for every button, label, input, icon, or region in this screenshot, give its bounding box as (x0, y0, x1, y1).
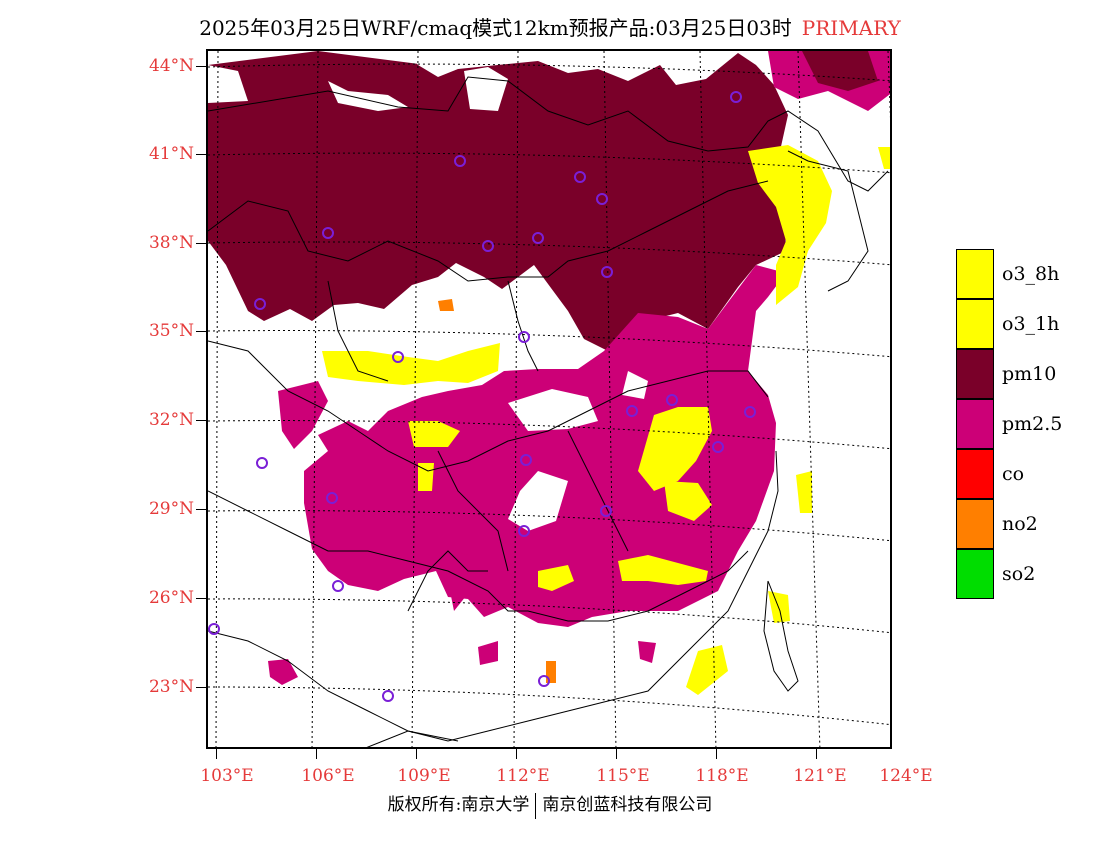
boundaries (208, 76, 889, 747)
lon-label-112: 112°E (496, 766, 550, 786)
lat-tick (196, 243, 206, 244)
lat-tick (196, 420, 206, 421)
legend-label: pm10 (1002, 363, 1057, 385)
legend-swatch (956, 299, 994, 349)
lon-label-115: 115°E (596, 766, 650, 786)
lon-label-106: 106°E (301, 766, 355, 786)
lon-tick (516, 749, 517, 759)
lat-label-38: 38°N (148, 233, 194, 253)
lat-label-26: 26°N (148, 588, 194, 608)
legend-swatch (956, 249, 994, 299)
lat-tick (196, 331, 206, 332)
lon-tick (816, 749, 817, 759)
legend-label: pm2.5 (1002, 413, 1063, 435)
map-title: 2025年03月25日WRF/cmaq模式12km预报产品:03月25日03时 P… (0, 12, 1100, 41)
lon-label-118: 118°E (695, 766, 749, 786)
legend-item-o3-8h: o3_8h (956, 249, 1086, 299)
copyright-footer: 版权所有:南京大学 南京创蓝科技有限公司 (0, 790, 1100, 819)
title-text: 2025年03月25日WRF/cmaq模式12km预报产品:03月25日03时 (199, 16, 792, 40)
legend-item-no2: no2 (956, 499, 1086, 549)
copyright-right: 南京创蓝科技有限公司 (542, 795, 713, 815)
lat-tick (196, 687, 206, 688)
legend-swatch (956, 399, 994, 449)
primary-label: PRIMARY (801, 16, 901, 40)
legend-label: co (1002, 463, 1025, 485)
footer-separator (535, 792, 537, 819)
legend-swatch (956, 349, 994, 399)
graticule (208, 51, 890, 747)
map-area (206, 49, 892, 749)
pollutant-legend: o3_8h o3_1h pm10 pm2.5 co no2 so2 (956, 249, 1086, 599)
o3-region (748, 145, 832, 305)
legend-item-so2: so2 (956, 549, 1086, 599)
legend-item-pm25: pm2.5 (956, 399, 1086, 449)
lat-label-32: 32°N (148, 410, 194, 430)
lat-tick (196, 509, 206, 510)
lon-tick (416, 749, 417, 759)
lat-label-44: 44°N (148, 56, 194, 76)
pm10-region (208, 51, 788, 351)
legend-swatch (956, 549, 994, 599)
station-markers (208, 91, 756, 702)
legend-label: o3_1h (1002, 313, 1060, 335)
legend-label: o3_8h (1002, 263, 1060, 285)
lon-label-124: 124°E (879, 766, 933, 786)
lat-tick (196, 598, 206, 599)
lon-tick (716, 749, 717, 759)
pollution-map (208, 51, 890, 747)
lon-label-109: 109°E (397, 766, 451, 786)
legend-label: so2 (1002, 563, 1036, 585)
lat-label-29: 29°N (148, 499, 194, 519)
lat-tick (196, 154, 206, 155)
legend-swatch (956, 449, 994, 499)
legend-item-co: co (956, 449, 1086, 499)
copyright-left: 版权所有:南京大学 (387, 795, 530, 815)
lon-tick (616, 749, 617, 759)
legend-label: no2 (1002, 513, 1038, 535)
legend-item-pm10: pm10 (956, 349, 1086, 399)
lon-tick (216, 749, 217, 759)
lon-tick (316, 749, 317, 759)
legend-swatch (956, 499, 994, 549)
lon-label-121: 121°E (793, 766, 847, 786)
lat-tick (196, 66, 206, 67)
legend-item-o3-1h: o3_1h (956, 299, 1086, 349)
lat-label-23: 23°N (148, 677, 194, 697)
pm25-region (304, 265, 786, 627)
lat-label-41: 41°N (148, 144, 194, 164)
lat-label-35: 35°N (148, 321, 194, 341)
lon-label-103: 103°E (200, 766, 254, 786)
